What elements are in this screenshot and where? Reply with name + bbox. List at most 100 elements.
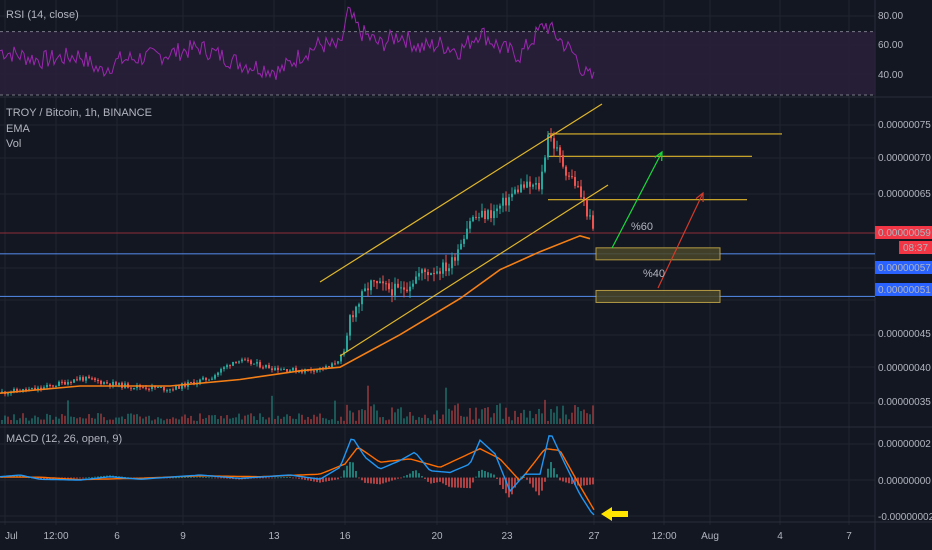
candle-body (262, 367, 264, 369)
candle-body (478, 217, 480, 219)
volume-bar (544, 399, 546, 424)
candle-body (355, 306, 357, 318)
volume-bar (352, 412, 354, 424)
candle-body (100, 380, 102, 384)
candle-body (346, 335, 348, 352)
candle-body (496, 208, 498, 212)
volume-bar (520, 413, 522, 424)
candle-body (247, 359, 249, 361)
volume-bar (445, 387, 447, 424)
macd-histogram-bar (307, 477, 309, 481)
ema-line (0, 234, 591, 394)
volume-bar (529, 410, 531, 424)
macd-histogram-bar (79, 477, 81, 479)
time-axis-label: 12:00 (43, 531, 68, 542)
time-axis-label: 13 (268, 531, 280, 542)
volume-bar (247, 414, 249, 424)
candle-body (556, 147, 558, 149)
macd-histogram-bar (100, 476, 102, 478)
candle-body (229, 365, 231, 367)
volume-bar (214, 415, 216, 424)
candle-body (34, 387, 36, 390)
volume-bar (208, 415, 210, 424)
volume-bar (205, 417, 207, 424)
candle-body (385, 283, 387, 285)
time-axis-label: Jul (5, 531, 18, 542)
candle-body (286, 369, 288, 372)
candle-body (28, 389, 30, 391)
volume-bar (490, 417, 492, 424)
pointer-arrow-icon (601, 507, 628, 521)
channel-upper-line (319, 103, 603, 283)
volume-bar (442, 414, 444, 424)
candle-body (532, 184, 534, 187)
macd-histogram-bar (208, 477, 210, 479)
volume-bar (577, 407, 579, 424)
volume-bar (451, 410, 453, 424)
time-axis-label: 20 (431, 531, 443, 542)
candle-body (64, 382, 66, 385)
candle-body (94, 378, 96, 380)
macd-histogram-bar (397, 477, 399, 479)
volume-bar (550, 408, 552, 424)
candle-body (295, 367, 297, 373)
volume-bar (583, 409, 585, 424)
macd-histogram-bar (199, 476, 201, 478)
candle-body (562, 155, 564, 167)
candle-body (445, 262, 447, 272)
volume-bar (559, 418, 561, 424)
volume-bar (298, 413, 300, 424)
candle-body (76, 379, 78, 381)
candle-body (199, 379, 201, 383)
volume-bar (220, 415, 222, 424)
candle-body (70, 382, 72, 384)
volume-bar (295, 418, 297, 424)
volume-bar (415, 419, 417, 424)
macd-histogram-bar (295, 477, 297, 479)
macd-histogram-bar (415, 470, 417, 478)
volume-bar (46, 413, 48, 424)
volume-bar (454, 405, 456, 424)
volume-bar (238, 413, 240, 424)
countdown-tag-text: 08:37 (903, 243, 928, 254)
candle-body (424, 269, 426, 273)
macd-histogram-bar (538, 477, 540, 496)
projection-arrow-down-shaft (657, 192, 704, 289)
countdown-tag (899, 241, 932, 254)
candle-body (217, 372, 219, 376)
candle-body (166, 390, 168, 392)
volume-bar (343, 420, 345, 424)
candle-body (160, 386, 162, 388)
candle-body (394, 283, 396, 296)
candle-body (520, 184, 522, 193)
volume-bar (166, 418, 168, 424)
volume-bar (385, 420, 387, 424)
volume-bar (346, 404, 348, 424)
candle-body (268, 365, 270, 369)
rsi-axis-tick: 40.00 (878, 70, 903, 81)
candle-body (7, 393, 9, 395)
macd-histogram-bar (481, 469, 483, 478)
candle-body (526, 181, 528, 188)
volume-bar (481, 409, 483, 424)
volume-bar (25, 417, 27, 424)
macd-histogram-bar (274, 477, 276, 479)
macd-histogram-bar (586, 477, 588, 486)
candle-body (277, 367, 279, 371)
macd-histogram-bar (364, 477, 366, 483)
volume-bar (181, 416, 183, 424)
rsi-title: RSI (14, close) (6, 9, 79, 21)
macd-histogram-bar (73, 477, 75, 479)
candle-body (163, 386, 165, 391)
macd-histogram-bar (91, 476, 93, 478)
volume-bar (112, 419, 114, 424)
macd-histogram-bar (223, 477, 225, 479)
macd-histogram-bar (490, 473, 492, 478)
volume-bar (199, 413, 201, 424)
volume-bar (394, 412, 396, 424)
candle-body (481, 210, 483, 218)
volume-bar (580, 411, 582, 424)
volume-bar (22, 413, 24, 424)
candle-body (232, 361, 234, 366)
